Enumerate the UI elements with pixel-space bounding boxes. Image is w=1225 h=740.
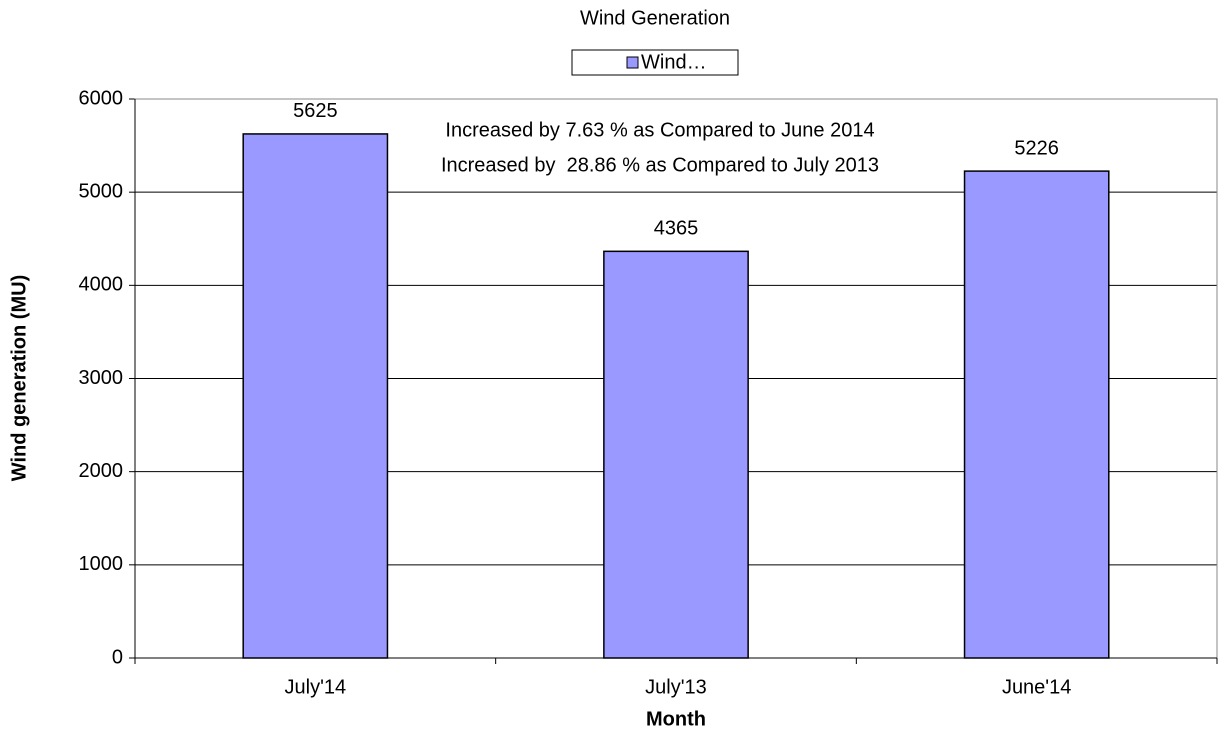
y-tick-label: 4000 xyxy=(79,274,124,296)
bar xyxy=(963,170,1110,659)
x-axis-label: Month xyxy=(646,708,706,730)
y-tick-label: 6000 xyxy=(79,87,124,109)
y-tick-label: 3000 xyxy=(79,367,124,389)
legend-swatch xyxy=(626,56,639,69)
y-tick-label: 0 xyxy=(112,646,123,668)
annotation: Increased by 28.86 % as Compared to July… xyxy=(441,154,879,176)
annotation: Increased by 7.63 % as Compared to June … xyxy=(445,119,874,141)
legend-label: Wind… xyxy=(641,51,707,73)
bar xyxy=(242,133,389,659)
x-tick-label: July'13 xyxy=(645,676,707,698)
data-label: 4365 xyxy=(654,218,699,240)
chart-title: Wind Generation xyxy=(580,7,730,29)
y-axis-label: Wind generation (MU) xyxy=(8,275,30,481)
y-tick-label: 2000 xyxy=(79,460,124,482)
data-label: 5625 xyxy=(293,100,338,122)
bar xyxy=(603,250,749,659)
y-tick-label: 1000 xyxy=(79,553,124,575)
legend-box xyxy=(571,49,739,76)
y-tick-label: 5000 xyxy=(79,180,124,202)
x-tick-label: June'14 xyxy=(1002,676,1071,698)
x-tick-label: July'14 xyxy=(285,676,347,698)
data-label: 5226 xyxy=(1014,137,1059,159)
